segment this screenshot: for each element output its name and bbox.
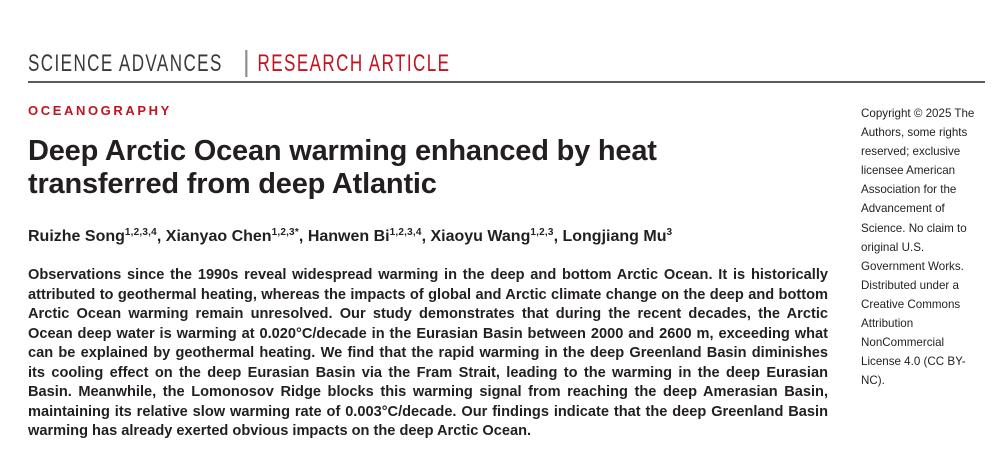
- copyright-notice: Copyright © 2025 The Authors, some right…: [861, 107, 975, 388]
- author: , Longjiang Mu3: [553, 226, 673, 246]
- author-separator: ,: [298, 228, 308, 245]
- title-line-2: transferred from deep Atlantic: [28, 168, 437, 200]
- author-affiliations: 1,2,3,4: [124, 226, 157, 238]
- author-name: Ruizhe Song: [28, 228, 125, 245]
- authors-line: Ruizhe Song1,2,3,4, Xianyao Chen1,2,3*, …: [28, 224, 672, 252]
- author-affiliations: 1,2,3*: [271, 226, 299, 238]
- author: , Hanwen Bi1,2,3,4: [298, 226, 422, 246]
- masthead-rule: [28, 81, 985, 83]
- author-separator: ,: [421, 228, 431, 245]
- author-name: Xiaoyu Wang: [430, 228, 531, 245]
- journal-name: SCIENCE ADVANCES: [28, 49, 223, 77]
- section-kicker: OCEANOGRAPHY: [28, 103, 172, 118]
- article-title: Deep Arctic Ocean warming enhanced by he…: [28, 135, 657, 201]
- abstract-paragraph: Observations since the 1990s reveal wide…: [28, 267, 828, 439]
- author: , Xianyao Chen1,2,3*: [156, 226, 299, 246]
- title-line-1: Deep Arctic Ocean warming enhanced by he…: [28, 135, 657, 167]
- author: Ruizhe Song1,2,3,4: [28, 226, 157, 246]
- author-separator: ,: [156, 228, 166, 245]
- masthead: SCIENCE ADVANCES RESEARCH ARTICLE: [28, 50, 450, 77]
- author-name: Xianyao Chen: [165, 228, 272, 245]
- author-affiliations: 1,2,3: [530, 226, 554, 238]
- author-separator: ,: [553, 228, 563, 245]
- author-name: Hanwen Bi: [307, 228, 390, 245]
- author: , Xiaoyu Wang1,2,3: [421, 226, 554, 246]
- article-type-label: RESEARCH ARTICLE: [257, 49, 451, 77]
- masthead-divider-bar: [245, 50, 248, 77]
- author-affiliations: 3: [666, 226, 673, 238]
- author-name: Longjiang Mu: [562, 228, 667, 245]
- author-affiliations: 1,2,3,4: [389, 226, 422, 238]
